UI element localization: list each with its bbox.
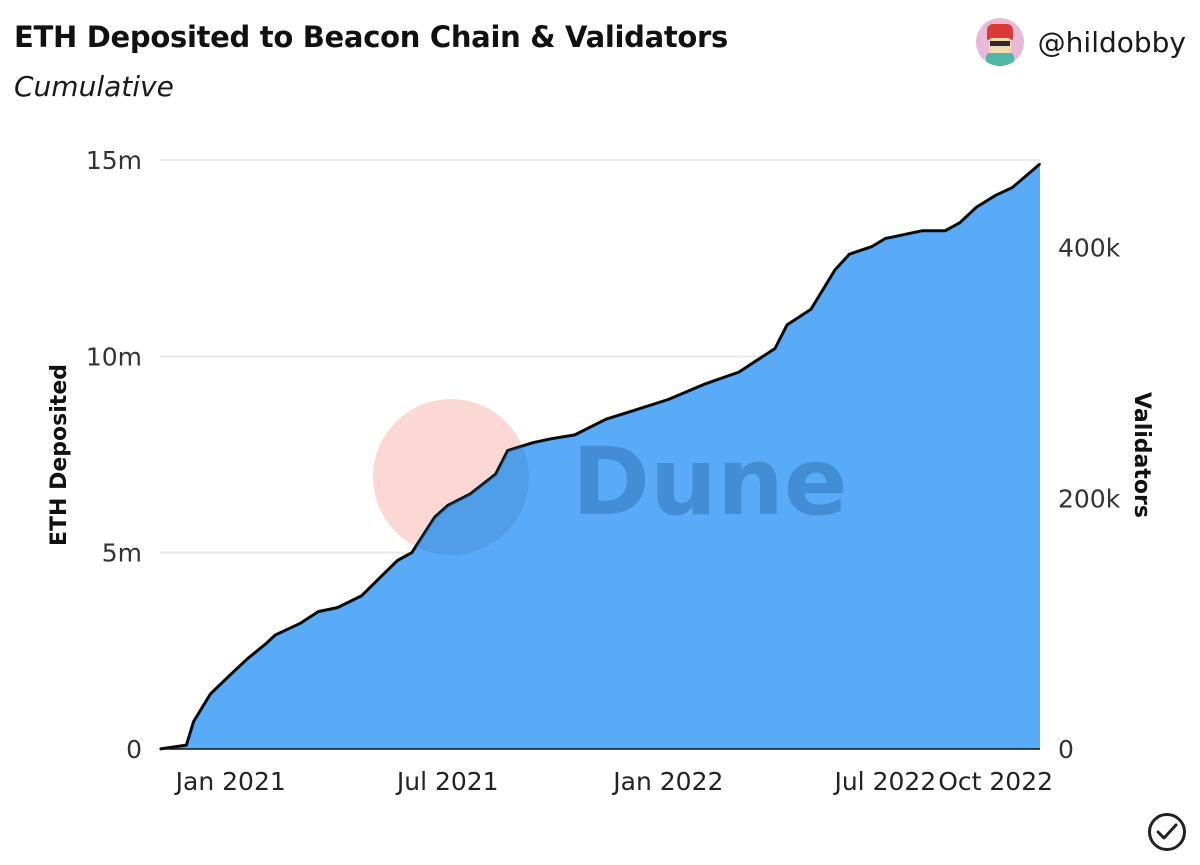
data-point: [958, 222, 961, 224]
data-point: [360, 595, 363, 597]
data-point: [994, 194, 997, 197]
data-point: [704, 383, 707, 385]
data-point: [246, 657, 249, 660]
data-point: [317, 610, 320, 613]
data-point: [396, 559, 399, 562]
data-point: [336, 606, 339, 609]
data-point: [921, 229, 924, 232]
y2-tick-label: 200k: [1058, 484, 1121, 513]
axes: 0 5m 10m 15m 0 200k 400k Jan 2021 Jul 2021 Jan 20…: [86, 146, 1121, 796]
y-axis-label: ETH Deposited: [47, 364, 72, 546]
data-point: [411, 551, 413, 554]
data-point: [274, 634, 276, 636]
avatar-icon: [975, 18, 1024, 66]
x-tick-label: Jul 2021: [395, 767, 499, 796]
data-point: [944, 229, 947, 232]
x-tick-label: Jan 2022: [611, 767, 723, 796]
data-point: [384, 571, 387, 574]
check-circle-icon[interactable]: [1148, 813, 1186, 851]
data-point: [884, 237, 887, 240]
y-tick-label: 5m: [102, 539, 142, 568]
data-point: [1011, 186, 1014, 189]
x-tick-label: Oct 2022: [938, 767, 1053, 796]
y-tick-label: 0: [126, 735, 142, 764]
chart-subtitle: Cumulative: [14, 70, 174, 103]
data-point: [871, 245, 873, 248]
data-point: [229, 673, 232, 676]
data-point: [738, 371, 740, 373]
x-tick-label: Jul 2022: [832, 767, 936, 796]
data-point: [265, 642, 268, 644]
y-tick-label: 15m: [86, 146, 142, 175]
data-point: [574, 434, 576, 436]
y2-tick-label: 0: [1058, 735, 1074, 764]
data-point: [446, 504, 449, 507]
data-point: [975, 206, 978, 208]
y-tick-label: 10m: [86, 342, 142, 371]
data-point: [433, 516, 436, 519]
data-point: [469, 493, 472, 495]
data-point: [299, 622, 302, 625]
data-point: [185, 744, 188, 746]
x-tick-label: Jan 2021: [174, 767, 286, 796]
y2-axis-label: Validators: [1129, 392, 1154, 518]
data-point: [1039, 163, 1041, 165]
data-point: [834, 269, 836, 271]
data-point: [786, 324, 788, 326]
chart-title: ETH Deposited to Beacon Chain & Validato…: [14, 20, 729, 54]
data-point: [810, 308, 812, 311]
data-point: [630, 410, 632, 413]
y2-tick-label: 400k: [1058, 234, 1121, 263]
data-point: [532, 441, 534, 444]
data-point: [209, 693, 212, 695]
author-badge[interactable]: @hildobby: [975, 18, 1186, 66]
data-point: [494, 473, 497, 475]
data-point: [848, 253, 851, 255]
area-series: [159, 162, 1041, 751]
data-point: [605, 418, 607, 421]
author-handle[interactable]: @hildobby: [1037, 25, 1186, 59]
series-line: [159, 162, 1041, 751]
watermark-text: Dune: [572, 428, 848, 537]
data-point: [774, 347, 776, 350]
area-fill: [160, 163, 1040, 749]
data-point: [550, 438, 552, 440]
data-point: [506, 449, 509, 452]
data-point: [667, 398, 670, 401]
data-point: [192, 720, 195, 723]
